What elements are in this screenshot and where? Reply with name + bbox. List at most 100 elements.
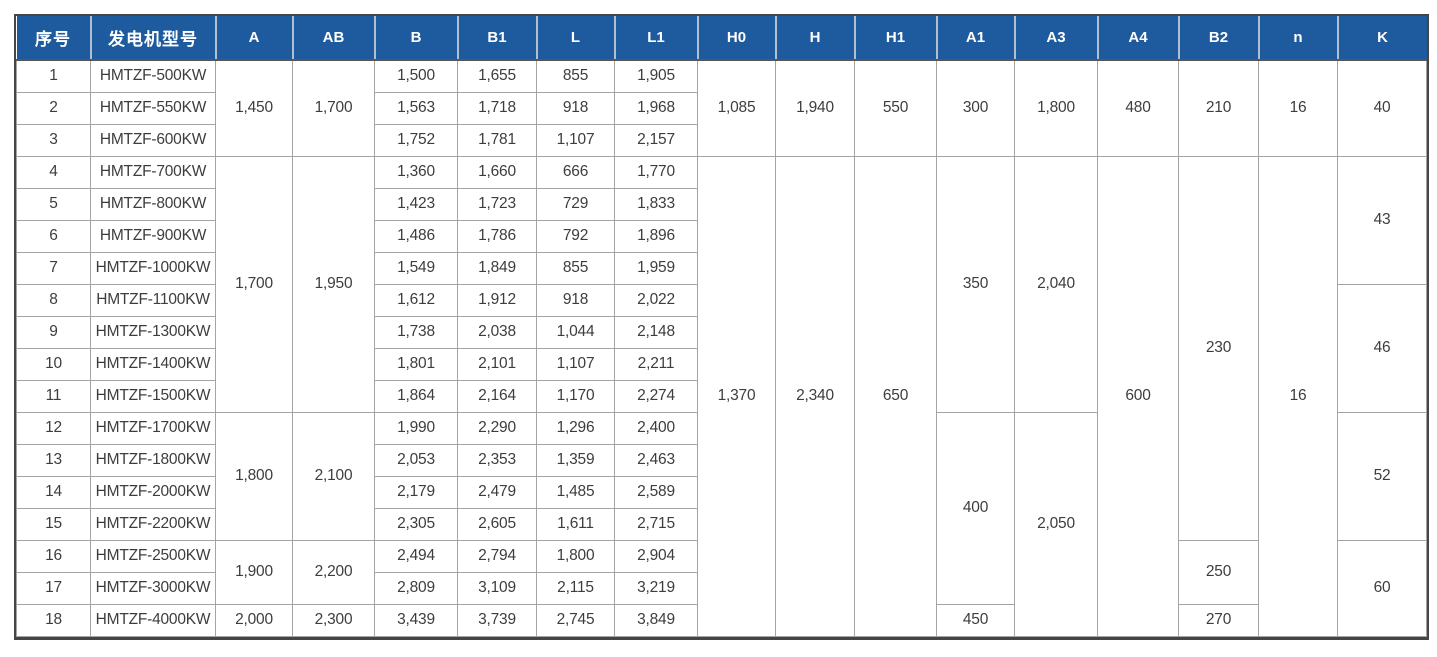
cell-A4: 600 xyxy=(1097,155,1179,637)
column-header-H: H xyxy=(774,16,856,61)
column-header-H1: H1 xyxy=(853,16,938,61)
table-row: 5 HMTZF-800KW 1,423 1,723 729 1,833 xyxy=(16,187,1427,221)
table-row: 4 HMTZF-700KW 1,700 1,950 1,360 1,660 666 1,770… xyxy=(16,155,1427,637)
cell-AB: 2,200 xyxy=(292,539,375,605)
cell-L1: 2,589 xyxy=(614,475,698,509)
cell-model: HMTZF-800KW xyxy=(90,187,216,221)
cell-L: 1,485 xyxy=(536,475,615,509)
cell-L1: 1,833 xyxy=(614,187,698,221)
cell-model: HMTZF-2500KW xyxy=(90,539,216,573)
cell-model: HMTZF-600KW xyxy=(90,123,216,157)
cell-L: 2,115 xyxy=(536,571,615,605)
cell-L: 1,359 xyxy=(536,443,615,477)
cell-AB: 2,100 xyxy=(292,411,375,541)
cell-L1: 2,022 xyxy=(614,283,698,317)
cell-B: 1,738 xyxy=(374,315,458,349)
cell-B1: 3,109 xyxy=(457,571,537,605)
cell-B: 1,500 xyxy=(374,59,458,93)
cell-model: HMTZF-500KW xyxy=(90,59,216,93)
cell-B: 1,864 xyxy=(374,379,458,413)
cell-index: 5 xyxy=(16,187,91,221)
table-row: 12 HMTZF-1700KW 1,800 2,100 1,990 2,290 1,296 2… xyxy=(16,411,1427,637)
cell-L: 666 xyxy=(536,155,615,189)
cell-B1: 1,660 xyxy=(457,155,537,189)
cell-index: 16 xyxy=(16,539,91,573)
cell-index: 10 xyxy=(16,347,91,381)
column-header-A1: A1 xyxy=(935,16,1016,61)
cell-L1: 3,849 xyxy=(614,603,698,637)
cell-L: 792 xyxy=(536,219,615,253)
cell-model: HMTZF-2000KW xyxy=(90,475,216,509)
cell-B: 1,990 xyxy=(374,411,458,445)
cell-H: 1,940 xyxy=(775,59,855,157)
cell-index: 11 xyxy=(16,379,91,413)
column-header-index: 序号 xyxy=(16,16,92,61)
cell-L1: 1,959 xyxy=(614,251,698,285)
cell-A: 1,700 xyxy=(215,155,293,413)
cell-AB: 1,950 xyxy=(292,155,375,413)
cell-L1: 2,715 xyxy=(614,507,698,541)
table-row: 18 HMTZF-4000KW 2,000 2,300 3,439 3,739 2,745 3… xyxy=(16,603,1427,637)
cell-H0: 1,370 xyxy=(697,155,776,637)
cell-B1: 1,655 xyxy=(457,59,537,93)
cell-A1: 300 xyxy=(936,59,1015,157)
cell-K: 52 xyxy=(1337,411,1427,541)
table-row: 3 HMTZF-600KW 1,752 1,781 1,107 2,157 xyxy=(16,123,1427,157)
cell-index: 15 xyxy=(16,507,91,541)
cell-model: HMTZF-1300KW xyxy=(90,315,216,349)
cell-L1: 2,211 xyxy=(614,347,698,381)
cell-K: 40 xyxy=(1337,59,1427,157)
cell-B1: 2,290 xyxy=(457,411,537,445)
cell-L: 918 xyxy=(536,283,615,317)
cell-A3: 1,800 xyxy=(1014,59,1098,157)
cell-model: HMTZF-900KW xyxy=(90,219,216,253)
cell-index: 3 xyxy=(16,123,91,157)
column-header-B2: B2 xyxy=(1177,16,1260,61)
table-row: 6 HMTZF-900KW 1,486 1,786 792 1,896 xyxy=(16,219,1427,253)
table-row: 7 HMTZF-1000KW 1,549 1,849 855 1,959 xyxy=(16,251,1427,285)
cell-A1: 400 xyxy=(936,411,1015,605)
column-header-B1: B1 xyxy=(456,16,538,61)
cell-L: 729 xyxy=(536,187,615,221)
cell-B: 1,612 xyxy=(374,283,458,317)
cell-index: 2 xyxy=(16,91,91,125)
cell-B: 2,494 xyxy=(374,539,458,573)
column-header-n: n xyxy=(1257,16,1339,61)
table-row: 16 HMTZF-2500KW 1,900 2,200 2,494 2,794 1,800 2… xyxy=(16,539,1427,637)
cell-L1: 1,968 xyxy=(614,91,698,125)
table-row: 1 HMTZF-500KW 1,450 1,700 1,500 1,655 855 1,905… xyxy=(16,59,1427,157)
cell-B1: 1,781 xyxy=(457,123,537,157)
cell-A: 2,000 xyxy=(215,603,293,637)
cell-B1: 2,479 xyxy=(457,475,537,509)
cell-model: HMTZF-1500KW xyxy=(90,379,216,413)
column-header-B: B xyxy=(373,16,459,61)
cell-index: 13 xyxy=(16,443,91,477)
cell-index: 4 xyxy=(16,155,91,189)
cell-model: HMTZF-550KW xyxy=(90,91,216,125)
cell-n: 16 xyxy=(1258,59,1338,157)
cell-A3: 2,040 xyxy=(1014,155,1098,413)
cell-B: 1,360 xyxy=(374,155,458,189)
cell-B1: 1,912 xyxy=(457,283,537,317)
cell-L: 1,611 xyxy=(536,507,615,541)
column-header-H0: H0 xyxy=(696,16,777,61)
cell-K: 46 xyxy=(1337,283,1427,413)
cell-B1: 2,605 xyxy=(457,507,537,541)
column-header-A: A xyxy=(214,16,294,61)
column-header-model: 发电机型号 xyxy=(89,16,217,61)
column-header-L1: L1 xyxy=(613,16,699,61)
cell-H1: 650 xyxy=(854,155,937,637)
cell-B1: 1,786 xyxy=(457,219,537,253)
spec-table-frame: 序号 发电机型号 A AB B B1 L L1 H0 H H1 A1 A3 A4 B2 n K 1 HMTZF-50… xyxy=(14,14,1429,640)
cell-model: HMTZF-1700KW xyxy=(90,411,216,445)
cell-L1: 1,896 xyxy=(614,219,698,253)
cell-AB: 2,300 xyxy=(292,603,375,637)
cell-B1: 2,164 xyxy=(457,379,537,413)
cell-B1: 2,794 xyxy=(457,539,537,573)
cell-L: 1,800 xyxy=(536,539,615,573)
cell-A: 1,800 xyxy=(215,411,293,541)
table-row: 13 HMTZF-1800KW 2,053 2,353 1,359 2,463 xyxy=(16,443,1427,477)
cell-L: 918 xyxy=(536,91,615,125)
cell-index: 17 xyxy=(16,571,91,605)
cell-B1: 2,101 xyxy=(457,347,537,381)
